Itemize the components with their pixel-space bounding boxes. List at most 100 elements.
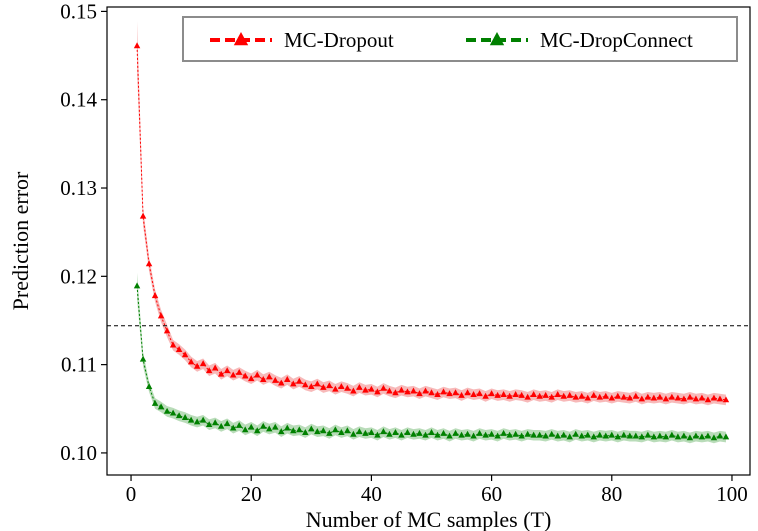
data-point	[350, 430, 357, 437]
data-point	[211, 419, 219, 426]
series-markers	[133, 42, 730, 441]
data-point	[368, 385, 375, 392]
data-point	[680, 395, 688, 402]
data-point	[572, 430, 579, 437]
data-point	[518, 432, 525, 439]
data-point	[638, 395, 646, 402]
data-point	[584, 431, 591, 438]
data-point	[716, 395, 724, 402]
x-tick-label: 20	[241, 482, 262, 506]
data-point	[644, 431, 652, 438]
data-point	[674, 433, 682, 440]
y-tick-label: 0.10	[60, 441, 97, 465]
data-point	[404, 429, 411, 435]
data-point	[187, 416, 195, 423]
data-point	[278, 428, 285, 435]
data-point	[410, 430, 417, 437]
data-point	[590, 391, 597, 398]
data-point	[620, 393, 628, 400]
data-point	[710, 394, 718, 401]
plot-frame	[106, 6, 751, 476]
data-point	[620, 431, 628, 438]
data-point	[296, 426, 303, 433]
data-point	[500, 429, 507, 436]
data-point	[308, 383, 315, 390]
data-point	[235, 368, 243, 375]
data-point	[512, 391, 519, 397]
data-point	[260, 376, 267, 382]
data-point	[356, 383, 363, 390]
data-point	[524, 393, 531, 400]
data-point	[428, 429, 435, 435]
data-point	[193, 362, 201, 369]
data-point	[686, 434, 694, 441]
data-point	[536, 431, 543, 438]
data-point	[145, 383, 153, 390]
data-point	[332, 426, 339, 433]
data-point	[181, 351, 189, 358]
data-point	[506, 392, 513, 399]
data-point	[422, 431, 429, 438]
data-point	[175, 412, 183, 419]
data-point	[320, 427, 327, 434]
data-point	[284, 424, 291, 431]
data-point	[169, 409, 177, 416]
data-point	[247, 423, 255, 430]
data-point	[566, 391, 573, 398]
data-point	[229, 371, 237, 378]
data-point	[181, 414, 189, 420]
data-point	[656, 432, 664, 439]
data-point	[608, 394, 616, 401]
data-point	[139, 212, 147, 219]
x-axis-ticks: 0 20 40 60 80 100	[126, 475, 748, 506]
data-point	[302, 429, 309, 435]
data-point	[416, 429, 423, 436]
data-point	[175, 346, 183, 352]
data-point	[494, 432, 501, 439]
data-point	[253, 371, 261, 378]
data-point	[488, 430, 495, 437]
data-point	[314, 380, 321, 387]
data-point	[512, 430, 519, 437]
data-point	[500, 391, 507, 397]
data-point	[578, 392, 585, 399]
data-point	[314, 428, 321, 435]
legend: MC-Dropout MC-DropConnect	[182, 16, 738, 62]
data-point	[320, 383, 327, 390]
data-point	[235, 421, 243, 428]
data-point	[464, 430, 471, 437]
data-point	[698, 433, 706, 440]
data-point	[560, 392, 567, 399]
data-point	[205, 367, 213, 374]
y-tick-label: 0.13	[60, 176, 97, 200]
legend-marker-0	[233, 32, 249, 46]
y-tick-label: 0.12	[60, 264, 97, 288]
data-point	[434, 431, 441, 438]
data-point	[542, 391, 549, 398]
data-point	[356, 428, 363, 435]
data-point	[223, 367, 231, 374]
data-point	[458, 431, 465, 438]
data-point	[482, 392, 489, 399]
x-axis-title: Number of MC samples (T)	[306, 507, 552, 531]
data-point	[710, 434, 718, 441]
data-point	[692, 432, 700, 439]
data-point	[542, 432, 549, 439]
data-point	[698, 394, 706, 401]
legend-swatch-mc-dropout	[210, 32, 272, 46]
data-point	[266, 425, 273, 432]
confidence-band-0	[137, 21, 726, 406]
data-point	[458, 391, 465, 398]
data-point	[410, 387, 417, 394]
data-point	[548, 430, 555, 437]
data-point	[482, 431, 489, 438]
data-point	[554, 391, 561, 397]
data-point	[157, 312, 165, 319]
data-point	[368, 429, 375, 435]
data-point	[199, 416, 207, 423]
data-point	[716, 432, 724, 439]
data-point	[440, 429, 447, 436]
data-point	[668, 431, 676, 438]
data-point	[163, 327, 171, 334]
